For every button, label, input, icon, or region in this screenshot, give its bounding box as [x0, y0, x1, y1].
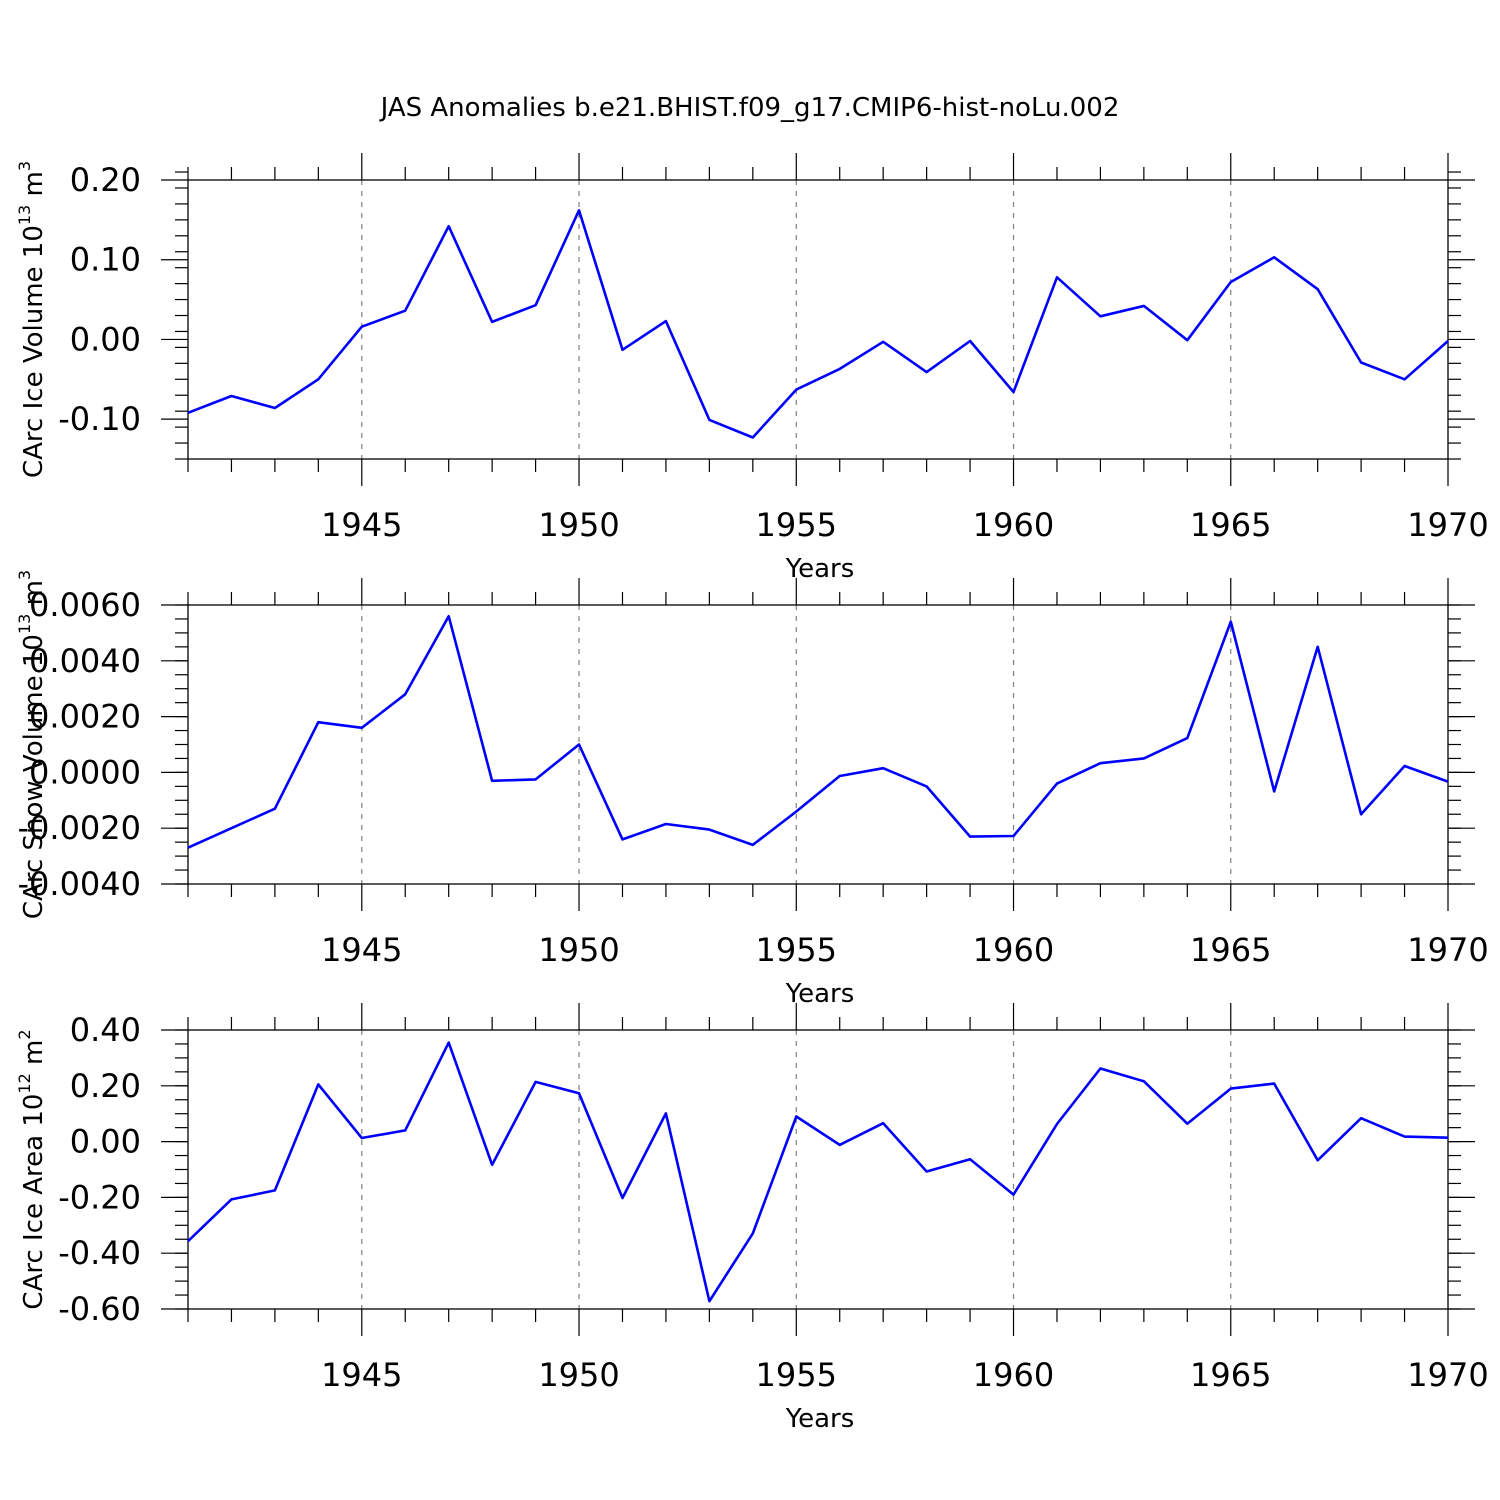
p1-ytick-label: -0.10 — [58, 400, 141, 438]
p3-ytick-label: -0.40 — [58, 1234, 141, 1272]
p3-ytick-label: -0.20 — [58, 1178, 141, 1216]
p2-ytick-label: 0.0040 — [29, 642, 141, 680]
p2-xtick-label-1970: 1970 — [1407, 931, 1488, 969]
p1-y-axis-label: CArc Ice Volume 1013 m3 — [15, 161, 49, 478]
p2-xtick-label-1960: 1960 — [973, 931, 1054, 969]
figure-title: JAS Anomalies b.e21.BHIST.f09_g17.CMIP6-… — [379, 93, 1120, 123]
p3-y-axis-label: CArc Ice Area 1012 m2 — [15, 1029, 49, 1309]
p1-xtick-label-1965: 1965 — [1190, 506, 1271, 544]
p2-ytick-label: -0.0040 — [17, 865, 141, 903]
p1-series-line-1 — [187, 209, 1449, 439]
p3-ytick-label: 0.20 — [70, 1067, 141, 1105]
p2-xtick-label-1950: 1950 — [538, 931, 619, 969]
p1-x-axis-label: Years — [785, 554, 855, 584]
panels: 1945 1950 1955 1960 1965 1970 Years 0.20 0.10 0.0… — [15, 153, 1489, 1434]
chart-panel-2: 1945 1950 1955 1960 1965 1970 Years 0.0060 0.004… — [15, 570, 1489, 1009]
p1-plot-frame — [187, 179, 1449, 460]
p3-xtick-label-1965: 1965 — [1190, 1356, 1271, 1394]
p2-xtick-label-1965: 1965 — [1190, 931, 1271, 969]
p3-plot-frame — [187, 1029, 1449, 1310]
p2-xtick-label-1955: 1955 — [756, 931, 837, 969]
p1-ytick-label: 0.10 — [70, 241, 141, 279]
p3-xtick-label-1970: 1970 — [1407, 1356, 1488, 1394]
p3-xtick-label-1960: 1960 — [973, 1356, 1054, 1394]
p3-x-axis-label: Years — [785, 1404, 855, 1434]
chart-panel-3: 1945 1950 1955 1960 1965 1970 Years 0.40 0.20 0.0… — [15, 1003, 1489, 1434]
p1-xtick-label-1945: 1945 — [321, 506, 402, 544]
p1-ytick-label: 0.20 — [70, 161, 141, 199]
p2-y-axis-label: CArc Snow Volume 1013 m3 — [15, 570, 49, 919]
p3-xtick-label-1950: 1950 — [538, 1356, 619, 1394]
p2-ytick-label: 0.0000 — [29, 753, 141, 791]
p3-ytick-label: -0.60 — [58, 1290, 141, 1328]
p2-ytick-label: -0.0020 — [17, 809, 141, 847]
p2-series-line-1 — [187, 614, 1449, 849]
p2-ytick-label: 0.0020 — [29, 698, 141, 736]
p1-xtick-label-1970: 1970 — [1407, 506, 1488, 544]
p3-xtick-label-1955: 1955 — [756, 1356, 837, 1394]
p3-series-line-1 — [187, 1041, 1449, 1303]
p2-ytick-label: 0.0060 — [29, 586, 141, 624]
chart-panel-1: 1945 1950 1955 1960 1965 1970 Years 0.20 0.10 0.0… — [15, 153, 1489, 584]
p1-xtick-label-1960: 1960 — [973, 506, 1054, 544]
p3-ytick-label: 0.40 — [70, 1011, 141, 1049]
p1-xtick-label-1955: 1955 — [756, 506, 837, 544]
p1-xtick-label-1950: 1950 — [538, 506, 619, 544]
p2-plot-frame — [187, 604, 1449, 885]
p3-xtick-label-1945: 1945 — [321, 1356, 402, 1394]
p1-ytick-label: 0.00 — [70, 320, 141, 358]
p3-ytick-label: 0.00 — [70, 1123, 141, 1161]
p2-xtick-label-1945: 1945 — [321, 931, 402, 969]
p2-x-axis-label: Years — [785, 979, 855, 1009]
